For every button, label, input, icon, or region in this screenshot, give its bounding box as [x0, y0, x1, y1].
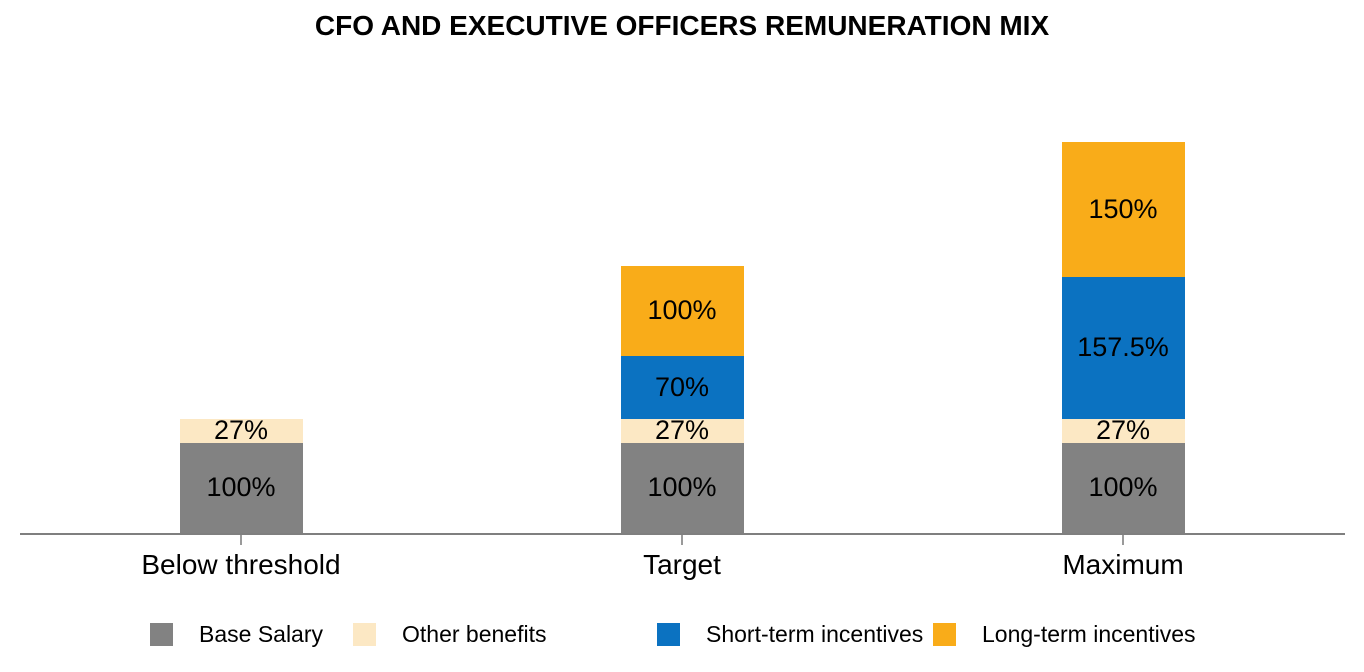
data-label-other-benefits-below-threshold: 27%: [213, 415, 269, 446]
category-label-maximum: Maximum: [1062, 549, 1184, 580]
segment-long-term-incentives-target: 100%: [620, 265, 744, 356]
segment-long-term-incentives-maximum: 150%: [1061, 141, 1185, 277]
segment-other-benefits-maximum: 27%: [1061, 415, 1185, 446]
data-label-base-salary-maximum: 100%: [1088, 472, 1158, 503]
data-label-long-term-incentives-target: 100%: [647, 295, 717, 326]
segment-other-benefits-below-threshold: 27%: [179, 415, 303, 446]
x-axis-line: [20, 533, 1345, 535]
category-label-below-threshold: Below threshold: [141, 549, 341, 580]
axis-tick-below-threshold: [240, 535, 242, 545]
bar-target: 100% 27% 70% 100%: [620, 265, 744, 533]
data-label-short-term-incentives-maximum: 157.5%: [1077, 332, 1169, 363]
data-label-other-benefits-target: 27%: [654, 415, 710, 446]
data-label-base-salary-target: 100%: [647, 472, 717, 503]
axis-tick-maximum: [1122, 535, 1124, 545]
category-label-target: Target: [643, 549, 721, 580]
bar-below-threshold: 100% 27%: [179, 415, 303, 533]
segment-other-benefits-target: 27%: [620, 415, 744, 446]
data-label-short-term-incentives-target: 70%: [654, 371, 710, 402]
bar-maximum: 100% 27% 157.5% 150%: [1061, 141, 1185, 533]
data-label-other-benefits-maximum: 27%: [1095, 415, 1151, 446]
segment-base-salary-target: 100%: [620, 442, 744, 533]
segment-base-salary-maximum: 100%: [1061, 442, 1185, 533]
data-label-long-term-incentives-maximum: 150%: [1088, 193, 1158, 224]
chart-title: CFO AND EXECUTIVE OFFICERS REMUNERATION …: [314, 10, 1050, 41]
data-label-base-salary-below-threshold: 100%: [206, 472, 276, 503]
segment-base-salary-below-threshold: 100%: [179, 442, 303, 533]
segment-short-term-incentives-target: 70%: [620, 355, 744, 419]
axis-tick-target: [681, 535, 683, 545]
segment-short-term-incentives-maximum: 157.5%: [1061, 276, 1185, 419]
